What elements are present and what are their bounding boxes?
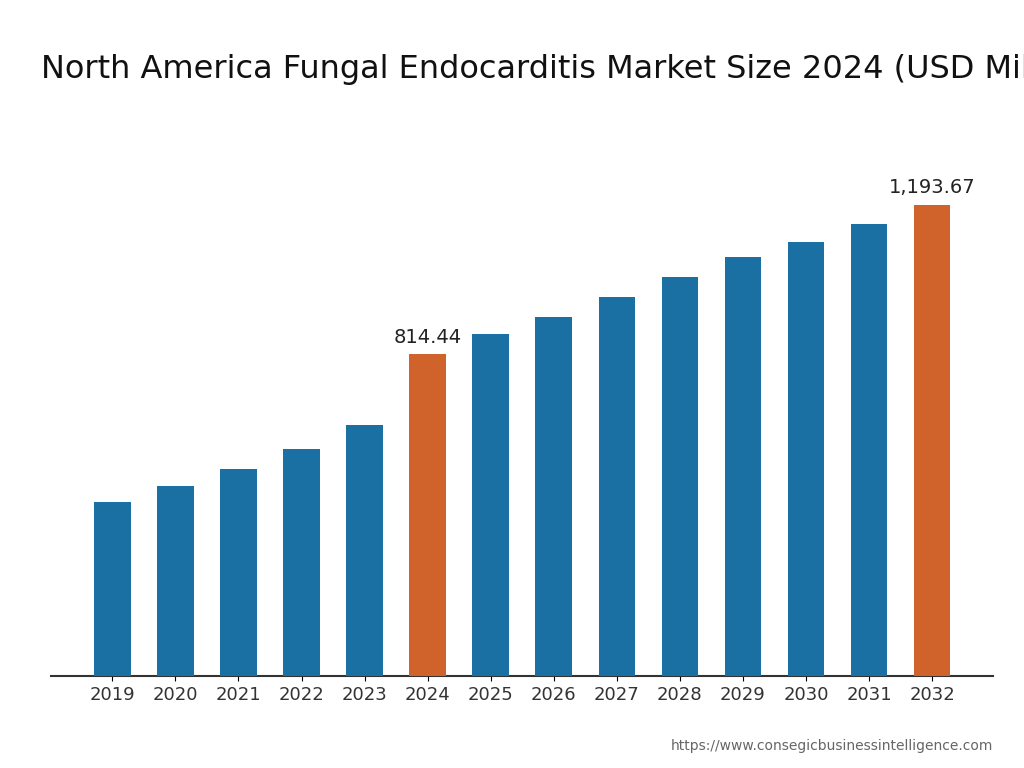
Bar bbox=[725, 257, 761, 676]
Bar bbox=[536, 316, 572, 676]
Bar bbox=[913, 204, 950, 676]
Bar bbox=[472, 334, 509, 676]
Text: https://www.consegicbusinessintelligence.com: https://www.consegicbusinessintelligence… bbox=[671, 739, 993, 753]
Text: 1,193.67: 1,193.67 bbox=[889, 178, 976, 197]
Bar bbox=[410, 354, 445, 676]
Bar bbox=[851, 223, 888, 676]
Bar bbox=[220, 468, 257, 676]
Bar bbox=[662, 277, 698, 676]
Bar bbox=[787, 242, 824, 676]
Bar bbox=[346, 425, 383, 676]
Text: 814.44: 814.44 bbox=[393, 328, 462, 347]
Bar bbox=[599, 296, 635, 676]
Bar bbox=[157, 486, 194, 676]
Bar bbox=[94, 502, 131, 676]
Bar bbox=[284, 449, 319, 676]
Text: North America Fungal Endocarditis Market Size 2024 (USD Million): North America Fungal Endocarditis Market… bbox=[41, 54, 1024, 84]
